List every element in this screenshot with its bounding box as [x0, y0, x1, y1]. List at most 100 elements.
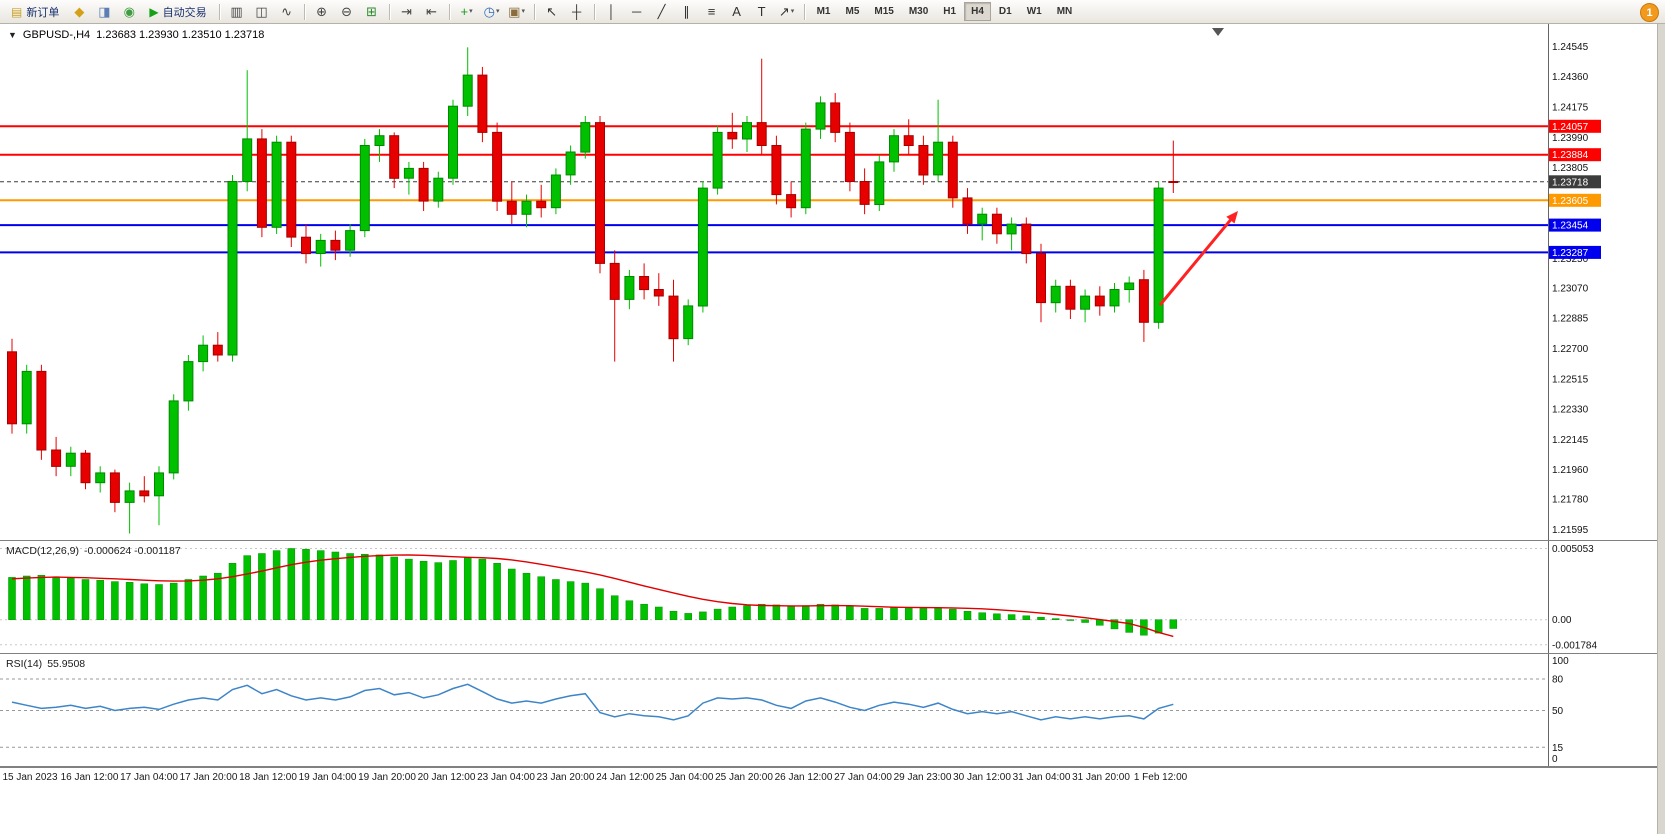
auto-scroll-icon[interactable]: ⇥: [395, 1, 419, 23]
trend-arrow[interactable]: [1158, 211, 1238, 306]
toolbar-separator: [593, 3, 595, 20]
timeframe-button-m15[interactable]: M15: [874, 6, 894, 17]
time-axis[interactable]: 15 Jan 2023 16 Jan 12:00 17 Jan 04:00 17 Ja…: [0, 767, 1665, 790]
main-toolbar: ▤ 新订单 ◆ ◨ ◉ ▶ 自动交易 ▥ ◫ ∿ ⊕ ⊖ ⊞ ⇥ ⇤ + ▾ ◷ ▾ ▣ ▾ ↖ ┼ │ ─ ╱ ∥ ≡ A T ↗ ▾ M1 M…: [0, 0, 1665, 24]
macd-histogram: [8, 548, 1178, 636]
quote-header: ▼ GBPUSD-,H4 1.23683 1.23930 1.23510 1.2…: [8, 29, 264, 41]
quote-ohlc-values: 1.23683 1.23930 1.23510 1.23718: [96, 29, 265, 41]
price-axis-label: 1.22515: [1552, 374, 1589, 385]
candlestick-icon[interactable]: ◫: [250, 1, 274, 23]
chart-shift-icon[interactable]: ⇤: [420, 1, 444, 23]
zoom-in-icon[interactable]: ⊕: [310, 1, 334, 23]
zoom-out-icon[interactable]: ⊖: [335, 1, 359, 23]
bar-chart-icon: ▥: [230, 4, 243, 19]
time-label: 17 Jan 20:00: [179, 772, 238, 783]
crosshair-icon[interactable]: ┼: [565, 1, 589, 23]
time-label: 24 Jan 12:00: [596, 772, 654, 783]
time-label: 25 Jan 20:00: [715, 772, 773, 783]
rsi-indicator-value: 55.9508: [47, 658, 86, 670]
svg-text:1.23605: 1.23605: [1552, 196, 1589, 207]
timeframe-button-m30[interactable]: M30: [908, 6, 929, 17]
svg-text:1.23884: 1.23884: [1552, 150, 1589, 161]
crosshair-icon: ┼: [571, 4, 582, 19]
arrows-icon[interactable]: ↗ ▾: [775, 1, 799, 23]
macd-axis-label: 0.005053: [1552, 544, 1594, 555]
arrows-icon: ↗: [778, 4, 790, 19]
toolbar-separator: [388, 3, 390, 20]
toolbar-separator: [303, 3, 305, 20]
price-axis-label: 1.22145: [1552, 435, 1589, 446]
vertical-line-icon[interactable]: │: [600, 1, 624, 23]
time-label: 23 Jan 20:00: [536, 772, 595, 783]
auto-scroll-icon: ⇥: [401, 4, 413, 19]
zoom-out-icon: ⊖: [341, 4, 353, 19]
tile-windows-icon[interactable]: ⊞: [360, 1, 384, 23]
autotrade-button-label: 自动交易: [162, 6, 207, 19]
notification-badge[interactable]: 1: [1640, 3, 1659, 22]
macd-axis-label: 0.00: [1552, 615, 1572, 626]
bar-chart-icon[interactable]: ▥: [225, 1, 249, 23]
window-right-edge: [1657, 24, 1665, 834]
gold-coins-icon[interactable]: ◆: [67, 1, 91, 23]
text-icon: A: [732, 4, 741, 19]
new-order-button[interactable]: ▤ 新订单: [4, 2, 66, 22]
rsi-label: RSI(14) 55.9508: [6, 658, 85, 670]
zoom-in-icon: ⊕: [316, 4, 328, 19]
timeframe-button-mn[interactable]: MN: [1056, 6, 1073, 17]
macd-signal-line: [11, 554, 1174, 638]
new-order-button-label: 新订单: [26, 6, 60, 19]
svg-text:1.23454: 1.23454: [1552, 221, 1589, 232]
chevron-down-icon[interactable]: ▼: [8, 30, 17, 40]
timeframe-button-h4[interactable]: H4: [964, 2, 991, 21]
autotrade-icon: ▶: [149, 4, 159, 19]
time-label: 19 Jan 04:00: [298, 772, 357, 783]
price-axis-label: 1.21595: [1552, 525, 1589, 536]
text-icon[interactable]: A: [725, 1, 749, 23]
time-label: 23 Jan 04:00: [477, 772, 535, 783]
price-axis-label: 1.23250: [1552, 254, 1589, 265]
indicators-icon[interactable]: + ▾: [455, 1, 479, 23]
rsi-axis-label: 50: [1552, 706, 1564, 717]
web-icon[interactable]: ◉: [117, 1, 141, 23]
trendline-icon: ╱: [657, 4, 666, 19]
toolbar-separator: [803, 3, 805, 20]
price-tag: 1.23454: [1549, 218, 1601, 232]
macd-axis-label: -0.001784: [1552, 640, 1597, 651]
time-label: 29 Jan 23:00: [893, 772, 952, 783]
trendline-icon[interactable]: ╱: [650, 1, 674, 23]
periods-icon: ◷: [483, 4, 495, 19]
line-chart-icon[interactable]: ∿: [275, 1, 299, 23]
rsi-indicator-name: RSI(14): [6, 658, 43, 670]
label-icon[interactable]: T: [750, 1, 774, 23]
timeframe-button-h1[interactable]: H1: [943, 6, 957, 17]
rsi-axis-label: 80: [1552, 675, 1564, 686]
user-chart-icon[interactable]: ◨: [92, 1, 116, 23]
price-chart[interactable]: 1.24545 1.24360 1.24175 1.23990 1.23805 1.236…: [0, 24, 1665, 541]
cursor-icon[interactable]: ↖: [540, 1, 564, 23]
rsi-panel[interactable]: 100 80 50 150: [0, 654, 1665, 767]
channel-icon[interactable]: ∥: [675, 1, 699, 23]
time-label: 17 Jan 04:00: [120, 772, 178, 783]
timeframe-button-m5[interactable]: M5: [845, 6, 860, 17]
timeframe-button-d1[interactable]: D1: [998, 6, 1012, 17]
templates-icon[interactable]: ▣ ▾: [505, 1, 529, 23]
fibonacci-icon: ≡: [707, 4, 716, 19]
chart-shift-marker-icon[interactable]: [1212, 28, 1224, 36]
gold-coins-icon: ◆: [74, 4, 85, 19]
chevron-down-icon: ▾: [790, 8, 795, 15]
timeframe-button-m1[interactable]: M1: [816, 6, 831, 17]
macd-indicator-name: MACD(12,26,9): [6, 545, 79, 557]
channel-icon: ∥: [683, 4, 690, 19]
rsi-axis-label: 0: [1552, 754, 1558, 765]
indicators-icon: +: [460, 4, 469, 19]
autotrade-button[interactable]: ▶ 自动交易: [142, 2, 213, 22]
horizontal-line-icon: ─: [631, 4, 642, 19]
periods-icon[interactable]: ◷ ▾: [480, 1, 504, 23]
timeframe-button-w1[interactable]: W1: [1026, 6, 1042, 17]
fibonacci-icon[interactable]: ≡: [700, 1, 724, 23]
candlesticks: [7, 47, 1179, 534]
horizontal-line-icon[interactable]: ─: [625, 1, 649, 23]
rsi-line: [11, 683, 1174, 721]
macd-panel[interactable]: 0.005053 0.00 -0.001784: [0, 541, 1665, 654]
